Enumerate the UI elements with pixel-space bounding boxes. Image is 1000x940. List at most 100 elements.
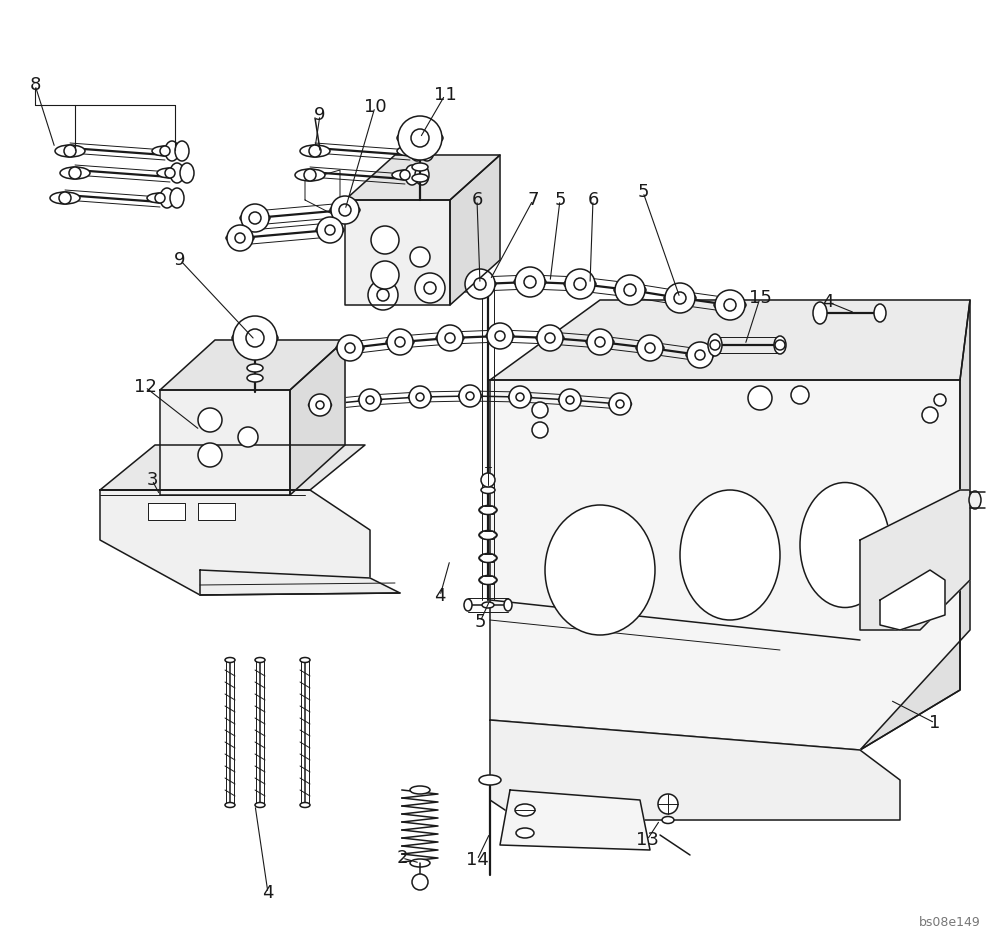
Ellipse shape (412, 174, 428, 182)
Circle shape (524, 276, 536, 288)
Circle shape (325, 225, 335, 235)
Text: 8: 8 (29, 76, 41, 94)
Circle shape (371, 261, 399, 289)
Circle shape (532, 402, 548, 418)
Text: 6: 6 (471, 191, 483, 209)
Text: 7: 7 (527, 191, 539, 209)
Circle shape (574, 278, 586, 290)
Polygon shape (148, 503, 185, 520)
Ellipse shape (708, 334, 722, 356)
Text: 11: 11 (434, 86, 456, 104)
Ellipse shape (359, 396, 382, 404)
Polygon shape (160, 340, 345, 390)
Ellipse shape (614, 284, 646, 296)
Circle shape (495, 331, 505, 341)
Circle shape (724, 299, 736, 311)
Ellipse shape (410, 141, 424, 161)
Ellipse shape (175, 141, 189, 161)
Polygon shape (305, 170, 340, 218)
Ellipse shape (514, 276, 546, 288)
Circle shape (437, 325, 463, 351)
Ellipse shape (509, 393, 532, 401)
Circle shape (400, 170, 410, 180)
Text: 14: 14 (466, 851, 488, 869)
Ellipse shape (874, 304, 886, 322)
Circle shape (368, 280, 398, 310)
Text: 4: 4 (434, 587, 446, 605)
Circle shape (587, 329, 613, 355)
Circle shape (233, 316, 277, 360)
Ellipse shape (608, 400, 632, 409)
Circle shape (474, 278, 486, 290)
Circle shape (160, 146, 170, 156)
Circle shape (424, 282, 436, 294)
Circle shape (637, 335, 663, 361)
Circle shape (345, 343, 355, 353)
Text: 5: 5 (474, 613, 486, 631)
Circle shape (715, 290, 745, 320)
Polygon shape (345, 155, 500, 200)
Ellipse shape (680, 490, 780, 620)
Polygon shape (500, 790, 650, 850)
Circle shape (687, 342, 713, 368)
Polygon shape (490, 720, 900, 820)
Circle shape (674, 292, 686, 304)
Text: 12: 12 (134, 378, 156, 396)
Polygon shape (345, 200, 450, 305)
Circle shape (64, 145, 76, 157)
Ellipse shape (436, 333, 464, 343)
Ellipse shape (225, 803, 235, 807)
Ellipse shape (479, 575, 497, 585)
Circle shape (934, 394, 946, 406)
Ellipse shape (300, 145, 330, 157)
Circle shape (415, 273, 445, 303)
Ellipse shape (586, 337, 614, 347)
Circle shape (516, 393, 524, 401)
Ellipse shape (367, 289, 399, 301)
Circle shape (69, 167, 81, 179)
Circle shape (309, 145, 321, 157)
Circle shape (59, 192, 71, 204)
Ellipse shape (459, 391, 482, 400)
Circle shape (658, 794, 678, 814)
Text: 3: 3 (146, 471, 158, 489)
Ellipse shape (774, 336, 786, 354)
Circle shape (748, 386, 772, 410)
Text: 5: 5 (637, 183, 649, 201)
Circle shape (387, 329, 413, 355)
Text: 5: 5 (554, 191, 566, 209)
Ellipse shape (295, 169, 325, 181)
Ellipse shape (309, 400, 332, 410)
Circle shape (395, 337, 405, 347)
Ellipse shape (300, 657, 310, 663)
Ellipse shape (255, 657, 265, 663)
Ellipse shape (226, 233, 254, 243)
Ellipse shape (536, 333, 564, 343)
Ellipse shape (60, 167, 90, 179)
Ellipse shape (486, 331, 514, 341)
Ellipse shape (247, 374, 263, 382)
Ellipse shape (330, 205, 360, 215)
Text: 2: 2 (396, 849, 408, 867)
Polygon shape (450, 155, 500, 305)
Circle shape (509, 386, 531, 408)
Ellipse shape (409, 393, 432, 401)
Circle shape (791, 386, 809, 404)
Polygon shape (100, 490, 370, 595)
Ellipse shape (415, 165, 429, 185)
Circle shape (616, 400, 624, 408)
Text: 4: 4 (262, 884, 274, 902)
Ellipse shape (255, 803, 265, 807)
Ellipse shape (636, 343, 664, 353)
Text: bs08e149: bs08e149 (919, 916, 981, 929)
Ellipse shape (410, 786, 430, 794)
Ellipse shape (247, 364, 263, 372)
Ellipse shape (397, 146, 423, 156)
Circle shape (398, 116, 442, 160)
Circle shape (566, 396, 574, 404)
Ellipse shape (405, 165, 419, 185)
Circle shape (331, 196, 359, 224)
Polygon shape (290, 340, 345, 495)
Ellipse shape (165, 141, 179, 161)
Polygon shape (490, 380, 960, 750)
